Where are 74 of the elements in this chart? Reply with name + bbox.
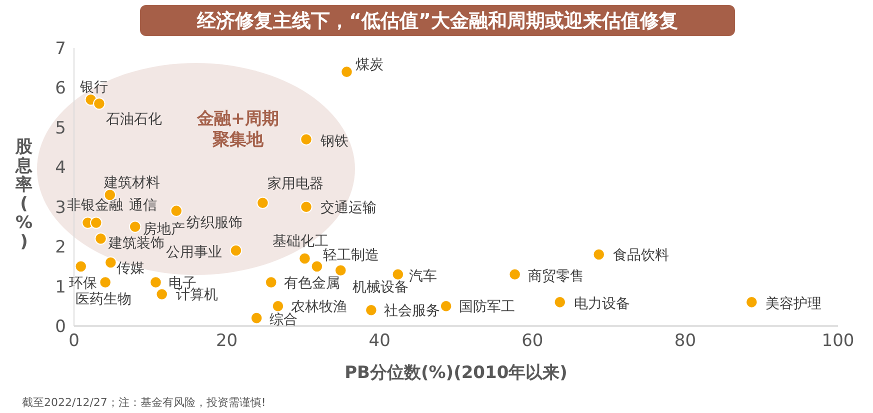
point xyxy=(334,264,347,277)
point xyxy=(554,296,566,308)
x-tick-label: 40 xyxy=(368,331,390,352)
x-tick-label: 0 xyxy=(68,331,80,352)
y-tick-label: 2 xyxy=(55,238,66,258)
point xyxy=(74,260,88,273)
annotation: 社会服务 xyxy=(384,303,440,320)
point xyxy=(94,232,107,245)
x-tick-label: 60 xyxy=(522,331,544,352)
annotation: 国防军工 xyxy=(459,299,516,316)
point xyxy=(93,97,106,110)
point xyxy=(365,304,378,316)
annotation: 建筑装饰 xyxy=(108,236,165,252)
point xyxy=(99,276,112,288)
annotation: 交通运输 xyxy=(320,200,376,216)
point xyxy=(440,300,452,312)
point xyxy=(340,66,353,78)
annotation: 石油石化 xyxy=(106,112,162,128)
point xyxy=(310,260,324,273)
y-tick-label: 6 xyxy=(55,78,66,99)
annotation: 食品饮料 xyxy=(612,248,669,264)
point xyxy=(300,133,312,146)
annotation: 通信 xyxy=(129,198,158,214)
x-tick-label: 100 xyxy=(822,331,854,352)
y-tick-label: 4 xyxy=(55,158,66,178)
annotation: 聚集地 xyxy=(212,130,264,150)
annotation: 房地产 xyxy=(143,222,186,238)
annotation: 公用事业 xyxy=(166,244,222,261)
annotation: 银行 xyxy=(78,80,108,96)
annotation: 煤炭 xyxy=(356,56,384,73)
annotation: 家用电器 xyxy=(268,176,324,192)
annotation: 医药生物 xyxy=(75,291,132,308)
point xyxy=(104,256,117,269)
point xyxy=(90,216,102,229)
point xyxy=(256,196,269,210)
annotation: 机械设备 xyxy=(352,279,409,296)
point xyxy=(170,204,183,217)
annotation: 轻工制造 xyxy=(322,247,379,264)
x-tick-label: 80 xyxy=(674,331,696,352)
annotation: 金融+周期 xyxy=(196,109,280,129)
annotation: 钢铁 xyxy=(319,133,348,150)
annotation: 电力设备 xyxy=(574,296,630,312)
chart-title: 经济修复主线下，“低估值”大金融和周期或迎来估值修复 xyxy=(140,5,735,36)
annotation: 非银金融 xyxy=(66,198,123,214)
y-tick-label: 1 xyxy=(55,277,66,298)
point xyxy=(298,252,311,265)
point xyxy=(746,296,758,308)
y-tick-label: 7 xyxy=(55,39,66,60)
y-axis-title: 股息率(%) xyxy=(14,137,34,252)
annotation: 基础化工 xyxy=(272,233,329,250)
annotation: 传媒 xyxy=(116,260,145,276)
text: 截至2022/12/27；注：基金有风险，投资需谨慎! xyxy=(22,395,266,410)
annotation: 美容护理 xyxy=(766,296,822,312)
point xyxy=(128,220,142,233)
y-tick-label: 3 xyxy=(55,198,66,218)
annotation: 纺织服饰 xyxy=(186,214,242,231)
annotation: 商贸零售 xyxy=(528,268,584,284)
x-tick-label: 20 xyxy=(216,331,238,352)
annotation: 有色金属 xyxy=(284,275,340,292)
point xyxy=(300,200,312,213)
point xyxy=(156,288,168,300)
y-tick-label: 0 xyxy=(55,317,66,338)
x-axis-title: PB分位数(%)(2010年以来) xyxy=(344,362,568,384)
annotation: 汽车 xyxy=(408,268,437,284)
point xyxy=(150,276,162,288)
point xyxy=(392,268,404,280)
point xyxy=(230,244,242,257)
point xyxy=(250,312,263,324)
point xyxy=(508,268,521,280)
point xyxy=(272,300,284,312)
annotation: 建筑材料 xyxy=(102,174,160,191)
point xyxy=(264,276,278,288)
y-tick-label: 5 xyxy=(55,118,66,138)
point xyxy=(592,248,606,261)
